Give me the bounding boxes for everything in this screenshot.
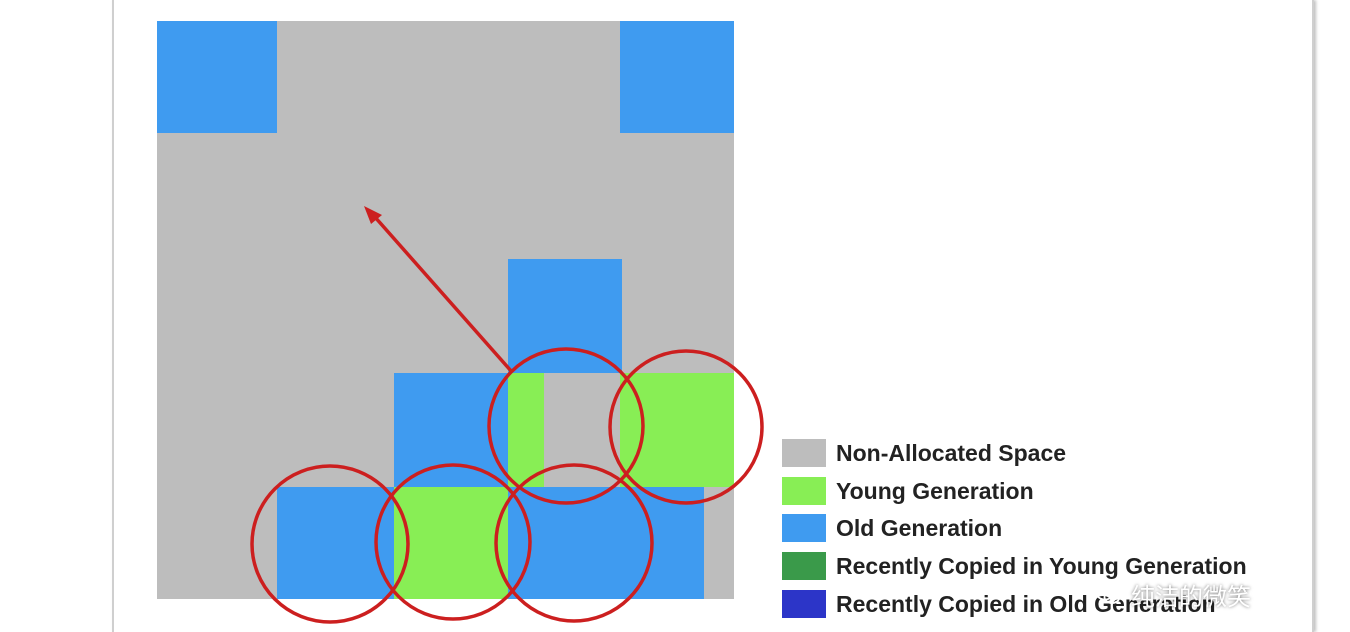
highlight-circle <box>250 464 410 624</box>
arrow-line <box>372 214 514 374</box>
young-generation-region <box>620 373 734 487</box>
legend-item-recent-young: Recently Copied in Young Generation <box>782 551 1322 581</box>
legend-label: Young Generation <box>836 477 1034 504</box>
young-generation-region <box>394 487 508 599</box>
legend-swatch <box>782 552 826 580</box>
arrow-head-icon <box>364 206 382 224</box>
legend-item-old-generation: Old Generation <box>782 513 1322 543</box>
highlight-circle <box>487 347 645 505</box>
legend-label: Recently Copied in Old Generation <box>836 590 1216 617</box>
old-generation-region <box>157 21 277 133</box>
old-generation-region <box>508 259 622 373</box>
legend-item-young-generation: Young Generation <box>782 476 1322 506</box>
legend-item-non-allocated: Non-Allocated Space <box>782 438 1322 468</box>
legend-swatch <box>782 439 826 467</box>
legend-swatch <box>782 477 826 505</box>
legend-label: Non-Allocated Space <box>836 439 1067 466</box>
old-generation-region <box>508 487 704 599</box>
legend-item-recent-old: Recently Copied in Old Generation <box>782 589 1322 619</box>
highlight-circle <box>494 463 654 623</box>
highlight-circle <box>608 349 764 505</box>
old-generation-region <box>620 21 734 133</box>
wechat-icon <box>1095 583 1121 604</box>
young-generation-region <box>508 373 544 487</box>
watermark-text: 纯洁的微笑 <box>1131 583 1251 611</box>
legend-label: Recently Copied in Young Generation <box>836 552 1247 579</box>
legend-swatch <box>782 590 826 618</box>
legend-swatch <box>782 514 826 542</box>
legend-label: Old Generation <box>836 514 1003 541</box>
watermark: 纯洁的微笑 <box>1095 577 1251 611</box>
highlight-circle <box>374 463 532 621</box>
